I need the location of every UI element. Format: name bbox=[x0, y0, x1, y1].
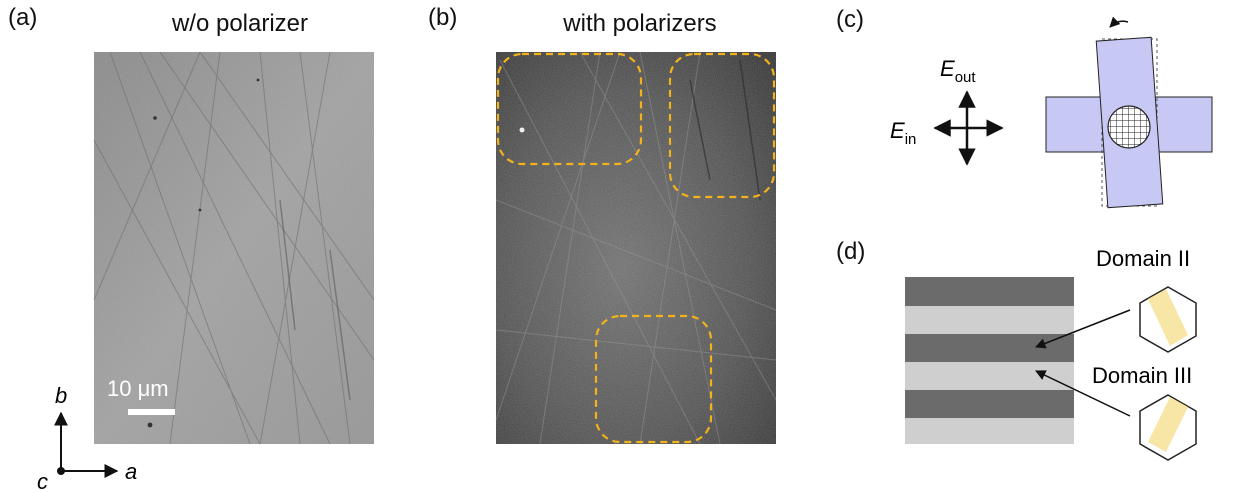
highlight-box-bottom bbox=[594, 314, 713, 444]
scalebar bbox=[128, 409, 175, 415]
image-b bbox=[495, 51, 777, 445]
axis-label-c: c bbox=[37, 469, 48, 493]
domain-iii-hexagon bbox=[1139, 394, 1197, 461]
axis-label-a: a bbox=[125, 459, 137, 484]
image-a: 10 μm bbox=[93, 51, 375, 445]
axis-label-b: b bbox=[55, 383, 67, 408]
scalebar-label: 10 μm bbox=[107, 376, 169, 401]
panel-label-b: (b) bbox=[428, 4, 458, 31]
highlight-box-top-left bbox=[496, 52, 643, 166]
highlight-box-top-right bbox=[668, 52, 776, 199]
polarization-cross: Eout Ein bbox=[890, 56, 1004, 166]
e-out-label: Eout bbox=[940, 56, 976, 86]
sample-geometry bbox=[1045, 16, 1213, 209]
crystal-axes: b c a bbox=[37, 383, 137, 493]
e-in-label: Ein bbox=[890, 118, 916, 148]
domain-ii-hexagon bbox=[1139, 286, 1197, 353]
panel-label-a: (a) bbox=[8, 4, 38, 31]
sample-crystal bbox=[1107, 105, 1151, 149]
domain-ii-label: Domain II bbox=[1096, 246, 1190, 271]
rotation-arrow bbox=[1109, 16, 1129, 28]
stripe-domain-pattern bbox=[905, 277, 1074, 444]
domain-ii-pointer bbox=[1035, 309, 1131, 349]
panel-label-d: (d) bbox=[836, 238, 866, 265]
panel-title-b: with polarizers bbox=[563, 10, 717, 37]
panel-label-c: (c) bbox=[836, 6, 864, 33]
panel-title-a: w/o polarizer bbox=[171, 10, 309, 37]
domain-iii-pointer bbox=[1035, 370, 1131, 417]
domain-iii-label: Domain III bbox=[1092, 363, 1192, 388]
